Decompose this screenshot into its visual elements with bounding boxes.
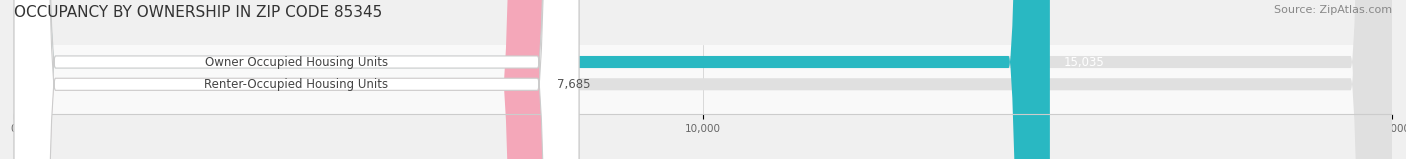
FancyBboxPatch shape <box>14 0 1392 159</box>
FancyBboxPatch shape <box>14 0 579 159</box>
FancyBboxPatch shape <box>14 0 1050 159</box>
Text: OCCUPANCY BY OWNERSHIP IN ZIP CODE 85345: OCCUPANCY BY OWNERSHIP IN ZIP CODE 85345 <box>14 5 382 20</box>
Text: 15,035: 15,035 <box>1064 55 1104 69</box>
Text: Owner Occupied Housing Units: Owner Occupied Housing Units <box>205 55 388 69</box>
Text: Renter-Occupied Housing Units: Renter-Occupied Housing Units <box>204 78 388 91</box>
FancyBboxPatch shape <box>14 0 1392 159</box>
Text: 7,685: 7,685 <box>557 78 591 91</box>
FancyBboxPatch shape <box>14 0 579 159</box>
FancyBboxPatch shape <box>14 0 544 159</box>
Text: Source: ZipAtlas.com: Source: ZipAtlas.com <box>1274 5 1392 15</box>
